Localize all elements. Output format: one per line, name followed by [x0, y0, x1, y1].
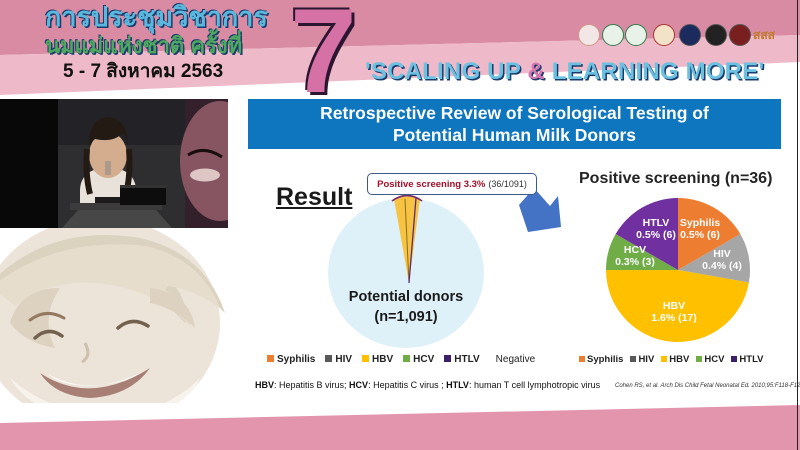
svg-text:HTLV: HTLV [643, 217, 670, 229]
svg-text:0.5% (6): 0.5% (6) [636, 229, 676, 241]
svg-text:1.6% (17): 1.6% (17) [651, 312, 697, 324]
svg-text:0.5% (6): 0.5% (6) [680, 229, 720, 241]
svg-text:0.4% (4): 0.4% (4) [702, 260, 742, 272]
svg-text:Syphilis: Syphilis [680, 217, 720, 229]
svg-text:HBV: HBV [663, 300, 685, 312]
svg-text:HIV: HIV [713, 248, 731, 260]
svg-text:HCV: HCV [624, 244, 646, 256]
svg-text:0.3% (3): 0.3% (3) [615, 256, 655, 268]
